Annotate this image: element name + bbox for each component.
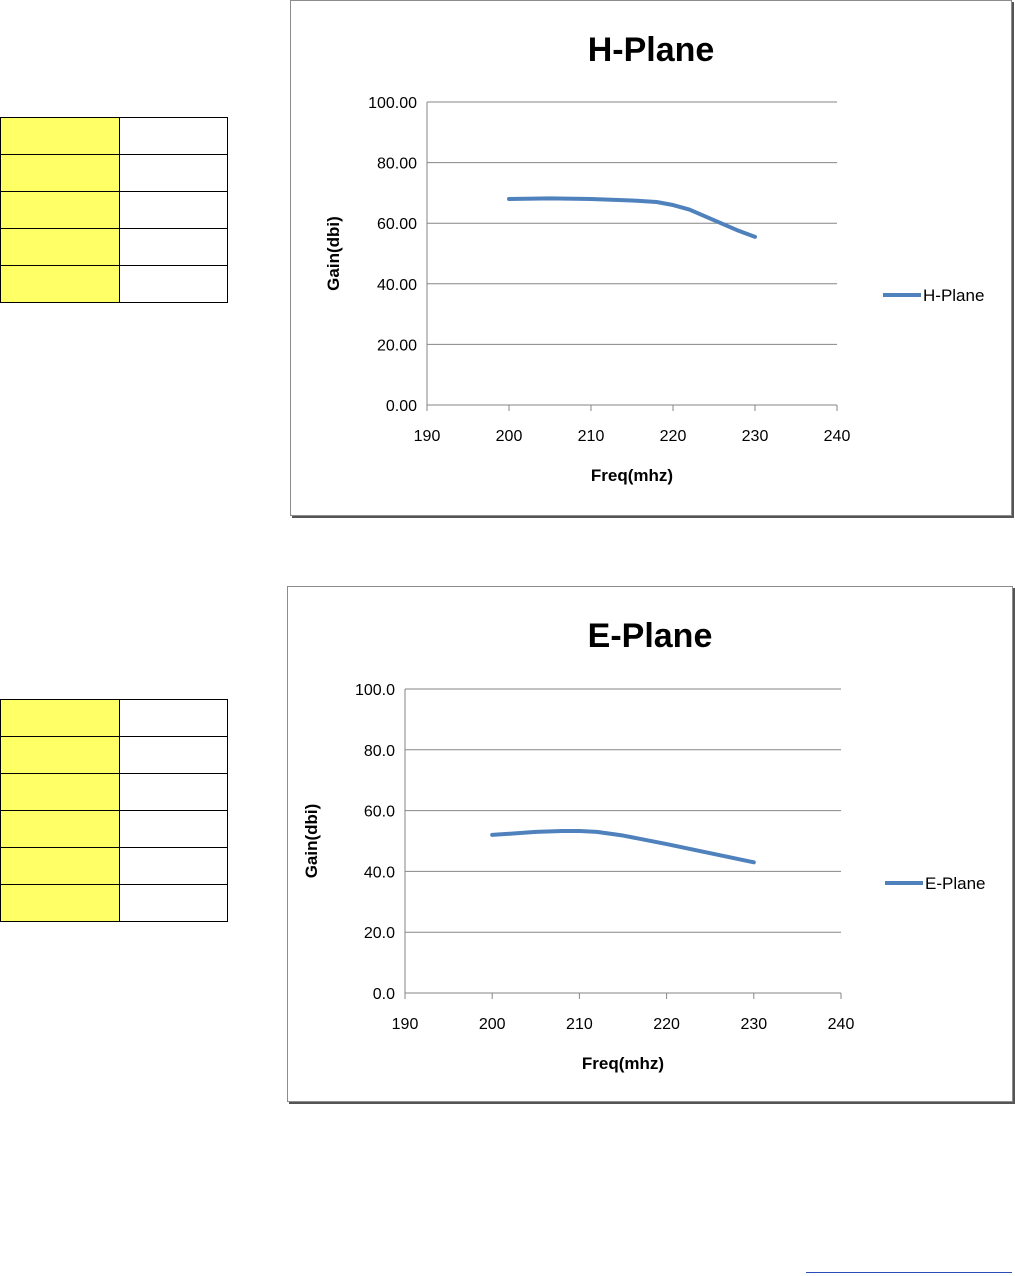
legend-label: E-Plane (925, 874, 985, 893)
table-row (0, 191, 228, 229)
h-plane-chart: H-Plane 0.00 20.00 40.00 60.00 80.00 100.00 190… (290, 0, 1012, 516)
y-axis-label: Gain(dbi) (324, 216, 343, 291)
highlighted-cell (0, 699, 120, 737)
table-row (0, 117, 228, 155)
y-tick-label: 100.0 (355, 682, 395, 699)
legend-label: H-Plane (923, 286, 984, 305)
y-tick-label: 20.00 (377, 337, 417, 354)
x-tick-label: 240 (828, 1016, 855, 1033)
blank-cell (119, 265, 228, 303)
table-row (0, 847, 228, 885)
y-tick-label: 100.00 (368, 95, 417, 112)
blank-cell (119, 847, 228, 885)
blank-cell (119, 699, 228, 737)
x-tick-label: 190 (392, 1016, 419, 1033)
blank-cell (119, 117, 228, 155)
y-tick-label: 20.0 (364, 925, 395, 942)
highlighted-cell (0, 884, 120, 922)
series-line (507, 196, 757, 239)
y-axis-label: Gain(dbi) (302, 804, 321, 879)
x-tick-label: 220 (660, 428, 687, 445)
table-row (0, 736, 228, 774)
y-tick-label: 60.00 (377, 216, 417, 233)
blank-cell (119, 736, 228, 774)
y-tick-label: 80.00 (377, 156, 417, 173)
blank-cell (119, 810, 228, 848)
y-tick-label: 40.0 (364, 864, 395, 881)
x-axis-label: Freq(mhz) (591, 466, 673, 485)
blank-cell (119, 884, 228, 922)
x-axis-label: Freq(mhz) (582, 1054, 664, 1073)
y-tick-label: 0.00 (386, 398, 417, 415)
y-tick-label: 60.0 (364, 804, 395, 821)
x-tick-label: 190 (414, 428, 441, 445)
highlighted-cell (0, 191, 120, 229)
highlighted-cell (0, 117, 120, 155)
spreadsheet-table-1 (0, 117, 228, 303)
x-tick-label: 200 (496, 428, 523, 445)
x-tick-label: 210 (578, 428, 605, 445)
e-plane-chart-svg: E-Plane 0.0 20.0 40.0 60.0 80.0 100.0 190 200 210… (302, 617, 985, 1073)
table-row (0, 773, 228, 811)
highlighted-cell (0, 154, 120, 192)
blank-cell (119, 154, 228, 192)
x-tick-label: 230 (742, 428, 769, 445)
footer-rule (806, 1272, 1012, 1273)
x-tick-label: 230 (740, 1016, 767, 1033)
e-plane-chart: E-Plane 0.0 20.0 40.0 60.0 80.0 100.0 190 200 210… (287, 586, 1013, 1102)
h-plane-chart-svg: H-Plane 0.00 20.00 40.00 60.00 80.00 100.00 190… (324, 31, 984, 485)
highlighted-cell (0, 847, 120, 885)
highlighted-cell (0, 736, 120, 774)
x-tick-label: 220 (653, 1016, 680, 1033)
table-row (0, 810, 228, 848)
x-tick-label: 240 (824, 428, 851, 445)
highlighted-cell (0, 228, 120, 266)
blank-cell (119, 773, 228, 811)
table-row (0, 265, 228, 303)
y-tick-label: 40.00 (377, 277, 417, 294)
series-line (490, 828, 756, 865)
y-tick-label: 80.0 (364, 743, 395, 760)
highlighted-cell (0, 810, 120, 848)
table-row (0, 154, 228, 192)
highlighted-cell (0, 265, 120, 303)
highlighted-cell (0, 773, 120, 811)
table-row (0, 884, 228, 922)
table-row (0, 228, 228, 266)
table-row (0, 699, 228, 737)
x-tick-label: 210 (566, 1016, 593, 1033)
table-body (0, 117, 228, 303)
blank-cell (119, 191, 228, 229)
spreadsheet-table-2 (0, 699, 228, 922)
chart-title: E-Plane (588, 617, 713, 655)
x-tick-label: 200 (479, 1016, 506, 1033)
table-body (0, 699, 228, 922)
chart-title: H-Plane (588, 31, 715, 69)
y-tick-label: 0.0 (373, 986, 395, 1003)
blank-cell (119, 228, 228, 266)
